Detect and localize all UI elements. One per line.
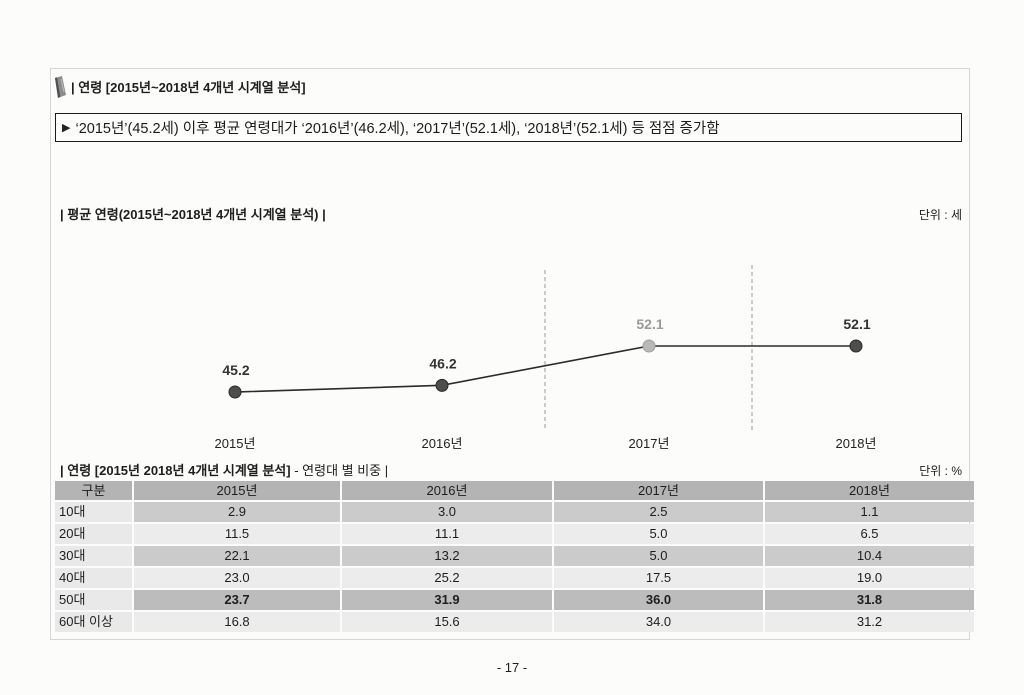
table-title: | 연령 [2015년 2018년 4개년 시계열 분석] - 연령대 별 비중… bbox=[60, 463, 388, 479]
row-label: 30대 bbox=[55, 546, 132, 566]
table-title-main: | 연령 [2015년 2018년 4개년 시계열 분석] bbox=[60, 463, 291, 478]
page-number: - 17 - bbox=[496, 660, 528, 675]
data-point-1 bbox=[228, 385, 242, 399]
table-row: 50대 23.7 31.9 36.0 31.8 bbox=[55, 590, 974, 610]
table-cell: 11.5 bbox=[134, 524, 340, 544]
table-cell: 2.9 bbox=[134, 502, 340, 522]
summary-text: ‘2015년’(45.2세) 이후 평균 연령대가 ‘2016년’(46.2세)… bbox=[75, 121, 720, 137]
table-cell: 3.0 bbox=[342, 502, 552, 522]
table-row: 30대 22.1 13.2 5.0 10.4 bbox=[55, 546, 974, 566]
table-header-cell: 구분 bbox=[55, 481, 132, 500]
table-cell: 22.1 bbox=[134, 546, 340, 566]
table-header-cell: 2015년 bbox=[134, 481, 340, 500]
page-frame bbox=[50, 68, 970, 640]
x-tick-label-3: 2017년 bbox=[629, 436, 670, 451]
table-unit: 단위 : % bbox=[919, 464, 962, 478]
table-cell: 23.7 bbox=[134, 590, 340, 610]
table-cell: 1.1 bbox=[765, 502, 974, 522]
table-header-row: 구분 2015년 2016년 2017년 2018년 bbox=[55, 481, 974, 500]
table-cell: 15.6 bbox=[342, 612, 552, 632]
table-header-cell: 2016년 bbox=[342, 481, 552, 500]
table-title-sub: - 연령대 별 비중 | bbox=[290, 463, 389, 478]
table-row: 60대 이상 16.8 15.6 34.0 31.2 bbox=[55, 612, 974, 632]
table-row: 20대 11.5 11.1 5.0 6.5 bbox=[55, 524, 974, 544]
row-label: 10대 bbox=[55, 502, 132, 522]
table-cell: 23.0 bbox=[134, 568, 340, 588]
data-point-4 bbox=[849, 339, 863, 353]
leaf-icon bbox=[52, 75, 68, 99]
line-series bbox=[234, 345, 856, 393]
table-header-cell: 2017년 bbox=[554, 481, 763, 500]
table-cell: 34.0 bbox=[554, 612, 763, 632]
line-chart: 45.2 2015년 46.2 2016년 52.1 2017년 52.1 2018년 bbox=[215, 265, 877, 451]
table-cell: 10.4 bbox=[765, 546, 974, 566]
table-cell: 13.2 bbox=[342, 546, 552, 566]
section-header-title: | 연령 [2015년~2018년 4개년 시계열 분석] bbox=[71, 80, 306, 95]
chart-unit: 단위 : 세 bbox=[918, 208, 962, 222]
table-cell: 36.0 bbox=[554, 590, 763, 610]
x-tick-label-1: 2015년 bbox=[215, 436, 256, 451]
age-share-table: 구분 2015년 2016년 2017년 2018년 10대 2.9 3.0 2.5 1… bbox=[53, 479, 976, 634]
data-label-1: 45.2 bbox=[222, 362, 249, 378]
row-label: 20대 bbox=[55, 524, 132, 544]
table-cell: 6.5 bbox=[765, 524, 974, 544]
chart-title: | 평균 연령(2015년~2018년 4개년 시계열 분석) | bbox=[60, 207, 326, 222]
table-cell: 19.0 bbox=[765, 568, 974, 588]
table-row: 10대 2.9 3.0 2.5 1.1 bbox=[55, 502, 974, 522]
row-label: 40대 bbox=[55, 568, 132, 588]
row-label: 60대 이상 bbox=[55, 612, 132, 632]
data-label-2: 46.2 bbox=[429, 355, 456, 371]
table-cell: 5.0 bbox=[554, 524, 763, 544]
table-header-cell: 2018년 bbox=[765, 481, 974, 500]
table-cell: 5.0 bbox=[554, 546, 763, 566]
data-point-2 bbox=[435, 378, 449, 392]
table-cell: 25.2 bbox=[342, 568, 552, 588]
table-cell: 31.2 bbox=[765, 612, 974, 632]
row-label: 50대 bbox=[55, 590, 132, 610]
x-tick-label-4: 2018년 bbox=[836, 436, 877, 451]
triangle-marker-icon: ▶ bbox=[62, 122, 71, 134]
table-row: 40대 23.0 25.2 17.5 19.0 bbox=[55, 568, 974, 588]
data-label-3: 52.1 bbox=[636, 316, 663, 332]
table-cell: 17.5 bbox=[554, 568, 763, 588]
table-cell: 16.8 bbox=[134, 612, 340, 632]
summary-box: ▶ ‘2015년’(45.2세) 이후 평균 연령대가 ‘2016년’(46.2… bbox=[55, 113, 962, 142]
x-tick-label-2: 2016년 bbox=[422, 436, 463, 451]
table-cell: 31.9 bbox=[342, 590, 552, 610]
table-cell: 31.8 bbox=[765, 590, 974, 610]
table-cell: 11.1 bbox=[342, 524, 552, 544]
data-label-4: 52.1 bbox=[843, 316, 870, 332]
data-point-3 bbox=[642, 339, 656, 353]
table-cell: 2.5 bbox=[554, 502, 763, 522]
